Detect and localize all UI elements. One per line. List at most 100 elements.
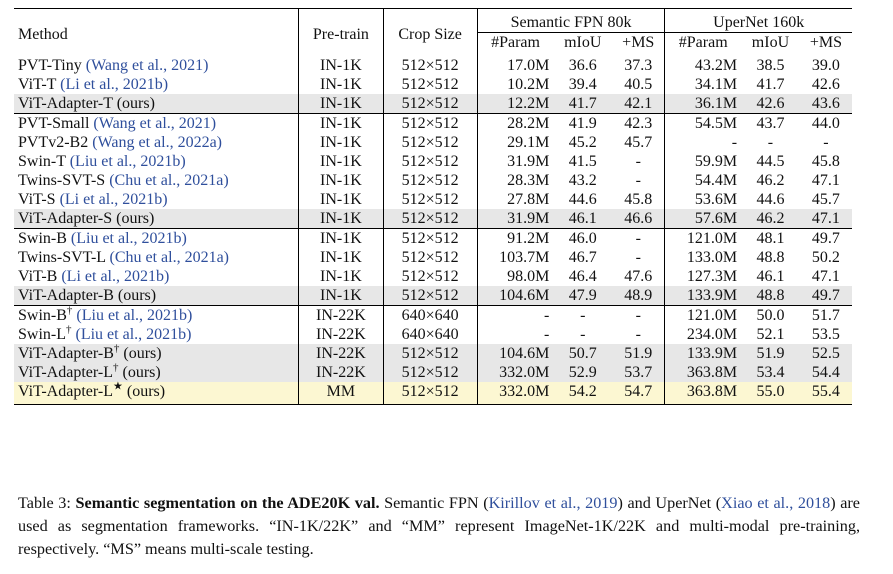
upernet-ms-cell: 50.2	[811, 249, 840, 266]
method-citation-link[interactable]: (Liu et al., 2021b)	[72, 307, 193, 324]
table-row: ViT-Adapter-T (ours) IN-1K 512×512 12.2M 41.…	[14, 94, 852, 114]
method-citation-link[interactable]: (Li et al., 2021b)	[60, 76, 169, 93]
table-row: PVT-Tiny (Wang et al., 2021) IN-1K 512×512…	[14, 56, 852, 75]
method-superscript: ★	[112, 380, 123, 393]
crop-size-cell: 512×512	[382, 228, 478, 248]
pretrain-cell: IN-1K	[298, 113, 384, 133]
method-name: Twins-SVT-L	[18, 249, 110, 266]
upernet-ms-cell: 43.6	[799, 94, 852, 114]
upernet-param-cell: 54.4M	[664, 171, 742, 190]
upernet-param-cell: 133.0M	[664, 248, 742, 267]
table-row: Swin-B† (Liu et al., 2021b) IN-22K 640×640…	[14, 305, 852, 325]
upernet-ms-cell: 53.5	[811, 326, 840, 343]
pretrain-cell: IN-1K	[298, 228, 384, 248]
crop-size-cell: 640×640	[382, 325, 478, 344]
method-cell: ViT-Adapter-L† (ours)	[14, 362, 299, 382]
fpn-param-cell: 104.6M	[476, 286, 554, 306]
upernet-param-cell: 234.0M	[664, 325, 742, 344]
crop-size-cell: 512×512	[382, 133, 478, 152]
fpn-param-cell: 31.9M	[476, 209, 554, 229]
fpn-miou-cell: 46.4	[568, 268, 597, 285]
method-cell: PVT-Small (Wang et al., 2021)	[14, 113, 299, 133]
crop-size-cell: 512×512	[382, 286, 478, 306]
upernet-param-cell: 34.1M	[664, 75, 742, 94]
crop-size-cell: 512×512	[382, 113, 478, 133]
method-name: ViT-Adapter-L	[18, 364, 113, 381]
method-name: ViT-Adapter-S (ours)	[18, 210, 155, 227]
pretrain-cell: IN-1K	[298, 267, 384, 286]
method-citation-link[interactable]: (Wang et al., 2022a)	[92, 134, 223, 151]
method-cell: Twins-SVT-L (Chu et al., 2021a)	[14, 248, 299, 267]
method-ours-tag: (ours)	[122, 383, 166, 400]
fpn-ms-cell: 48.9	[612, 286, 665, 306]
crop-size-cell: 512×512	[382, 248, 478, 267]
upernet-miou-cell: 46.2	[741, 209, 800, 229]
method-ours-tag: (ours)	[118, 364, 161, 381]
fpn-miou-cell: 54.2	[553, 382, 613, 405]
header-row-2: #Param mIoU +MS #Param mIoU +MS	[14, 32, 852, 56]
method-name: Twins-SVT-S	[18, 172, 110, 189]
method-citation-link[interactable]: (Wang et al., 2021)	[85, 57, 209, 74]
upernet-ms-cell: 45.8	[811, 153, 840, 170]
method-citation-link[interactable]: (Liu et al., 2021b)	[69, 153, 186, 170]
upernet-miou-cell: 53.4	[741, 363, 800, 382]
crop-size-cell: 512×512	[382, 267, 478, 286]
method-name: Swin-T	[18, 153, 70, 170]
upernet-param-cell: 36.1M	[664, 94, 742, 114]
method-ours-tag: (ours)	[119, 345, 162, 362]
crop-size-cell: 512×512	[382, 152, 478, 171]
upernet-param-cell: 59.9M	[664, 152, 742, 171]
pretrain-cell: IN-1K	[298, 248, 384, 267]
fpn-miou-cell: 39.4	[568, 76, 597, 93]
upernet-param-cell: 53.6M	[664, 190, 742, 209]
results-table: Method Pre-train Crop Size Semantic FPN …	[14, 8, 852, 405]
upernet-param-cell: 57.6M	[664, 209, 742, 229]
fpn-miou-cell: 41.5	[568, 153, 597, 170]
method-cell: Swin-B† (Liu et al., 2021b)	[14, 305, 299, 325]
upernet-miou-cell: 44.5	[756, 153, 785, 170]
table-caption: Table 3: Semantic segmentation on the AD…	[18, 492, 860, 561]
caption-title: Semantic segmentation on the ADE20K val.	[75, 494, 380, 512]
caption-citation-fpn[interactable]: Kirillov et al., 2019	[488, 494, 618, 512]
fpn-ms-cell: -	[612, 305, 665, 325]
table-body: PVT-Tiny (Wang et al., 2021) IN-1K 512×512…	[14, 56, 852, 405]
fpn-ms-cell: 46.6	[612, 209, 665, 229]
fpn-param-cell: 91.2M	[476, 228, 554, 248]
upernet-ms-cell: -	[823, 134, 829, 151]
method-citation-link[interactable]: (Chu et al., 2021a)	[109, 172, 229, 189]
method-cell: PVTv2-B2 (Wang et al., 2022a)	[14, 133, 299, 152]
method-citation-link[interactable]: (Liu et al., 2021b)	[70, 230, 187, 247]
crop-size-cell: 512×512	[382, 190, 478, 209]
fpn-ms-cell: 47.6	[624, 268, 653, 285]
fpn-ms-cell: -	[635, 172, 641, 189]
fpn-param-cell: 27.8M	[476, 190, 554, 209]
table-row: ViT-Adapter-S (ours) IN-1K 512×512 31.9M 46.…	[14, 209, 852, 229]
method-citation-link[interactable]: (Wang et al., 2021)	[93, 115, 217, 132]
method-cell: ViT-Adapter-B (ours)	[14, 286, 299, 306]
upernet-ms-cell: 47.1	[811, 268, 840, 285]
upernet-ms-cell: 49.7	[799, 228, 852, 248]
upernet-miou-cell: 38.5	[756, 57, 785, 74]
method-citation-link[interactable]: (Li et al., 2021b)	[61, 268, 170, 285]
fpn-ms-cell: 42.1	[612, 94, 665, 114]
method-name: Swin-B	[18, 230, 71, 247]
method-name: ViT-S	[18, 191, 60, 208]
pretrain-cell: IN-1K	[298, 94, 384, 114]
upernet-ms-header: +MS	[809, 34, 842, 51]
method-citation-link[interactable]: (Chu et al., 2021a)	[109, 249, 230, 266]
caption-citation-upernet[interactable]: Xiao et al., 2018	[721, 494, 831, 512]
table-row: ViT-Adapter-B (ours) IN-1K 512×512 104.6M 47…	[14, 286, 852, 306]
fpn-param-cell: 12.2M	[476, 94, 554, 114]
upernet-ms-cell: 49.7	[799, 286, 852, 306]
fpn-param-cell: -	[476, 305, 554, 325]
pretrain-cell: IN-22K	[298, 305, 384, 325]
table-row: ViT-Adapter-L† (ours) IN-22K 512×512 332.0M…	[14, 362, 852, 382]
crop-size-cell: 512×512	[382, 56, 478, 75]
upernet-miou-cell: 44.6	[756, 191, 785, 208]
method-citation-link[interactable]: (Li et al., 2021b)	[59, 191, 168, 208]
upernet-miou-cell: 50.0	[741, 305, 800, 325]
method-cell: ViT-Adapter-S (ours)	[14, 209, 299, 229]
method-cell: Swin-T (Liu et al., 2021b)	[14, 152, 299, 171]
method-citation-link[interactable]: (Liu et al., 2021b)	[71, 326, 192, 343]
crop-size-cell: 512×512	[382, 382, 478, 405]
